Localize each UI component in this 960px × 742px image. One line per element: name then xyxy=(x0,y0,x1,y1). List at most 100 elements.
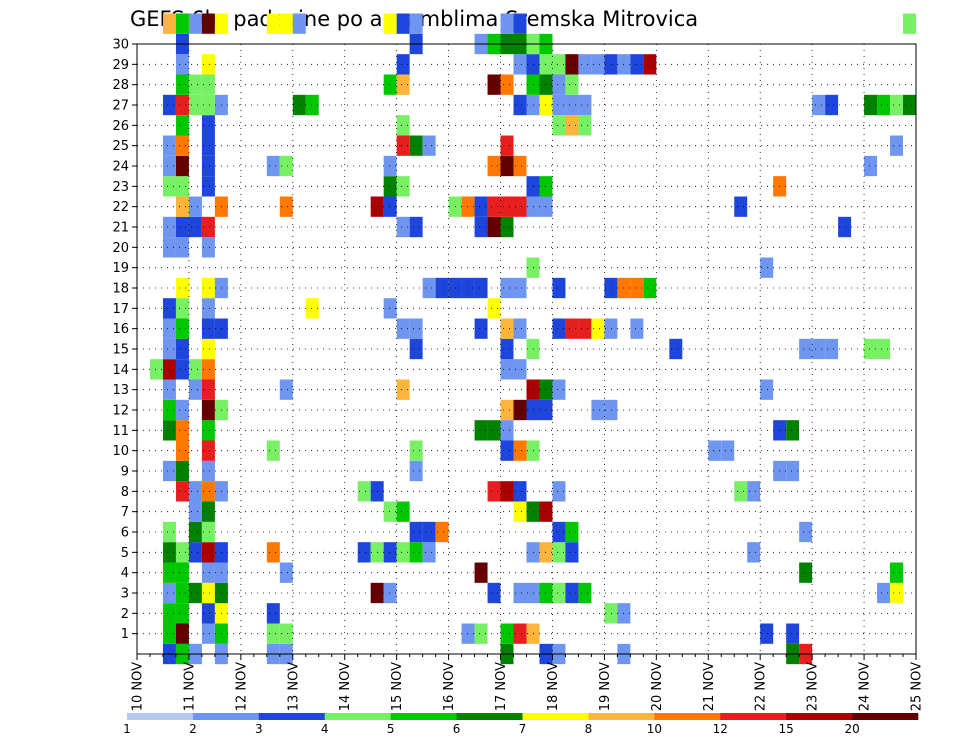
heatmap-cell xyxy=(474,623,488,644)
heatmap-cell xyxy=(890,562,904,583)
heatmap-cell xyxy=(383,74,397,95)
y-tick-label: 26 xyxy=(112,119,129,134)
heatmap-cell xyxy=(383,176,397,197)
heatmap-cell xyxy=(175,155,189,177)
heatmap-cell xyxy=(591,399,605,421)
heatmap-cell xyxy=(799,521,813,543)
heatmap-cell xyxy=(201,115,215,136)
heatmap-cell xyxy=(409,318,423,339)
heatmap-cell xyxy=(513,501,527,522)
heatmap-cell xyxy=(825,338,839,360)
heatmap-cell xyxy=(474,277,488,299)
colorbar-label: 7 xyxy=(519,722,527,736)
heatmap-cell xyxy=(500,74,514,95)
heatmap-cell xyxy=(279,623,293,644)
heatmap-cell xyxy=(201,582,215,604)
y-tick-label: 10 xyxy=(112,444,129,459)
colorbar-label: 5 xyxy=(387,722,395,736)
heatmap-cell xyxy=(838,216,852,238)
heatmap-cell xyxy=(565,318,579,339)
heatmap-cell xyxy=(214,13,228,34)
heatmap-cell xyxy=(474,216,488,238)
heatmap-cell xyxy=(435,521,449,543)
y-tick-label: 19 xyxy=(112,261,129,276)
heatmap-cell xyxy=(825,94,839,116)
heatmap-cell xyxy=(162,13,176,34)
heatmap-cell xyxy=(461,196,475,217)
heatmap-cell xyxy=(526,338,540,360)
heatmap-cell xyxy=(526,54,540,75)
heatmap-cell xyxy=(175,460,189,482)
heatmap-cell xyxy=(201,216,215,238)
heatmap-cell xyxy=(175,359,189,380)
heatmap-cell xyxy=(162,359,176,380)
colorbar-label: 4 xyxy=(321,722,329,736)
heatmap-cell xyxy=(396,74,410,95)
heatmap-cell xyxy=(786,623,800,644)
heatmap-cell xyxy=(162,176,176,197)
heatmap-cell xyxy=(162,379,176,400)
heatmap-cell xyxy=(552,481,566,502)
heatmap-cell xyxy=(474,420,488,441)
y-tick-label: 29 xyxy=(112,58,129,73)
heatmap-cell xyxy=(409,216,423,238)
heatmap-cell xyxy=(188,501,202,522)
colorbar-swatch xyxy=(258,713,326,720)
colorbar-swatch xyxy=(522,713,589,720)
heatmap-cell xyxy=(487,74,501,95)
heatmap-cell xyxy=(396,318,410,339)
heatmap-cell xyxy=(526,379,540,400)
x-tick-label: 10 NOV xyxy=(131,662,146,711)
heatmap-cell xyxy=(526,196,540,217)
heatmap-cell xyxy=(266,623,280,644)
heatmap-cell xyxy=(188,379,202,400)
heatmap-cell xyxy=(474,562,488,583)
heatmap-cell xyxy=(903,94,916,116)
heatmap-cell xyxy=(188,582,202,604)
heatmap-cell xyxy=(513,399,527,421)
heatmap-cell xyxy=(487,298,501,319)
heatmap-cell xyxy=(188,94,202,116)
heatmap-cell xyxy=(500,13,514,34)
x-tick-label: 15 NOV xyxy=(390,662,405,711)
heatmap-cell xyxy=(201,399,215,421)
heatmap-cell xyxy=(188,196,202,217)
heatmap-cell xyxy=(383,155,397,177)
heatmap-cell xyxy=(461,623,475,644)
heatmap-cell xyxy=(201,155,215,177)
heatmap-cell xyxy=(864,338,878,360)
y-tick-label: 9 xyxy=(121,465,129,480)
heatmap-cell xyxy=(578,582,592,604)
y-tick-label: 2 xyxy=(121,607,129,622)
heatmap-cell xyxy=(201,562,215,583)
x-tick-label: 19 NOV xyxy=(598,662,613,711)
heatmap-cell xyxy=(305,94,319,116)
heatmap-cell xyxy=(357,542,371,563)
colorbar: 1 2 3 4 5 6 7 8 10 12 15 20 xyxy=(123,713,919,736)
heatmap-cell xyxy=(396,115,410,136)
heatmap-cell xyxy=(591,318,605,339)
x-tick-label: 16 NOV xyxy=(442,662,457,711)
y-tick-label: 17 xyxy=(112,302,129,317)
heatmap-cell xyxy=(422,277,436,299)
heatmap-cell xyxy=(565,521,579,543)
heatmap-cell xyxy=(604,277,618,299)
heatmap-cell xyxy=(487,481,501,502)
heatmap-cell xyxy=(396,135,410,156)
heatmap-cell xyxy=(162,135,176,156)
heatmap-cell xyxy=(383,542,397,563)
colorbar-swatch xyxy=(654,713,721,720)
heatmap-cell xyxy=(552,54,566,75)
heatmap-cell xyxy=(513,623,527,644)
heatmap-cell xyxy=(526,542,540,563)
heatmap-cell xyxy=(188,359,202,380)
heatmap-cell xyxy=(513,582,527,604)
heatmap-cell xyxy=(279,13,293,34)
heatmap-cell xyxy=(864,94,878,116)
heatmap-cell xyxy=(201,54,215,75)
heatmap-cell xyxy=(799,338,813,360)
heatmap-cell xyxy=(721,440,735,461)
heatmap-cell xyxy=(396,379,410,400)
y-tick-label: 18 xyxy=(112,282,129,297)
